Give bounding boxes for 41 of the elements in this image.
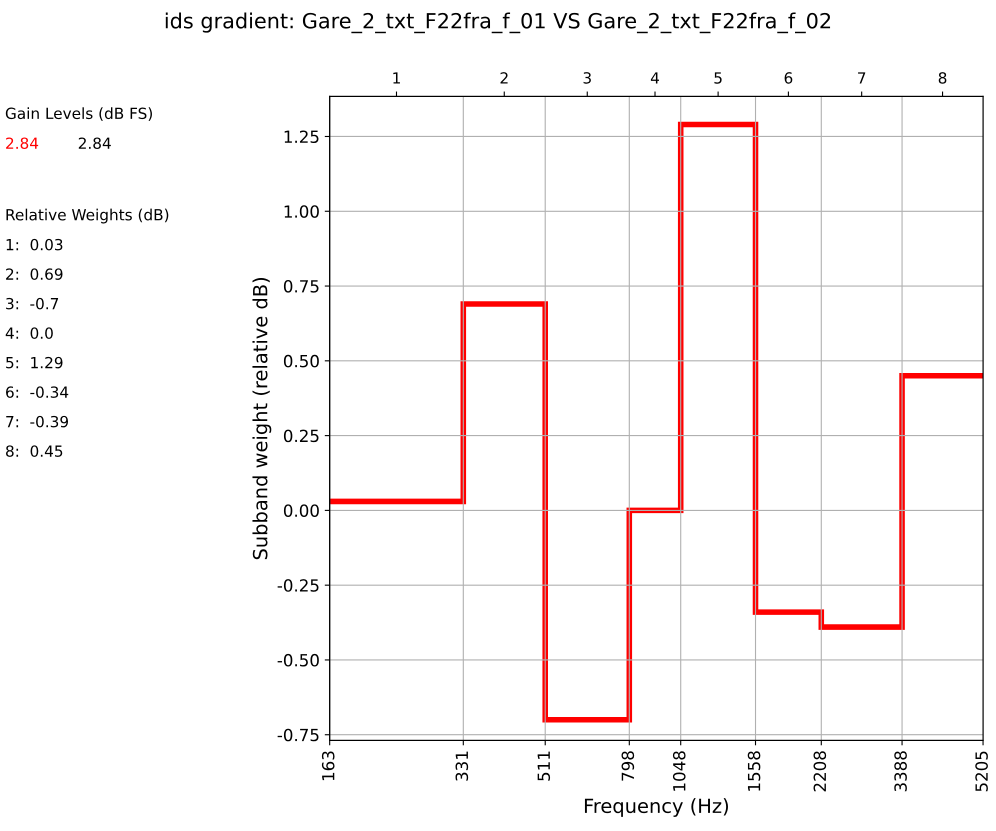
chart-title: ids gradient: Gare_2_txt_F22fra_f_01 VS Gare_2_txt_F22fra_f_02 — [166, 12, 830, 34]
x-tick-label: 1048 — [672, 751, 686, 791]
category-label: 5 — [714, 72, 722, 84]
x-tick-label: 2208 — [814, 751, 826, 792]
y-tick-label: -0.75 — [278, 728, 318, 742]
text: 2: 0.69 — [6, 268, 63, 280]
x-tick-label: 798 — [622, 751, 634, 781]
y-tick-label: -0.25 — [278, 579, 318, 592]
text: Relative Weights (dB) — [6, 208, 168, 224]
y-tick-label: -0.50 — [278, 654, 319, 667]
x-tick-label: 3388 — [894, 751, 907, 792]
category-label: 7 — [858, 72, 866, 84]
y-tick-label: 0.00 — [284, 504, 319, 517]
text: 5: 1.29 — [6, 356, 63, 368]
text: 2.84 — [78, 137, 111, 150]
y-tick-label: 0.25 — [284, 430, 318, 442]
text: Gain Levels (dB FS) — [6, 107, 152, 121]
text: 8: 0.45 — [6, 445, 62, 457]
text: 3: -0.7 — [6, 298, 58, 310]
y-tick-label: 1.25 — [284, 130, 318, 144]
y-tick-label: 1.00 — [284, 205, 319, 218]
x-axis-title: Frequency (Hz) — [584, 798, 728, 817]
x-tick-label: 1558 — [748, 751, 760, 791]
y-axis-title: Subband weight (relative dB) — [252, 278, 272, 560]
text: 1: 0.03 — [6, 238, 62, 250]
category-label: 2 — [500, 72, 508, 84]
x-tick-label: 331 — [456, 752, 468, 781]
category-label: 8 — [938, 72, 946, 84]
text: 7: -0.39 — [6, 416, 68, 428]
category-label: 4 — [650, 72, 660, 84]
text: 2.84 — [6, 137, 38, 150]
category-label: 1 — [393, 72, 400, 84]
category-label: 6 — [784, 72, 792, 84]
x-tick-label: 511 — [538, 752, 550, 781]
y-tick-label: 0.75 — [284, 280, 318, 293]
text: 4: 0.0 — [6, 327, 53, 339]
x-tick-label: 5205 — [975, 752, 988, 792]
text: 6: -0.34 — [6, 386, 68, 398]
y-tick-label: 0.50 — [284, 354, 319, 368]
category-label: 3 — [584, 72, 591, 84]
x-tick-label: 163 — [322, 751, 335, 780]
